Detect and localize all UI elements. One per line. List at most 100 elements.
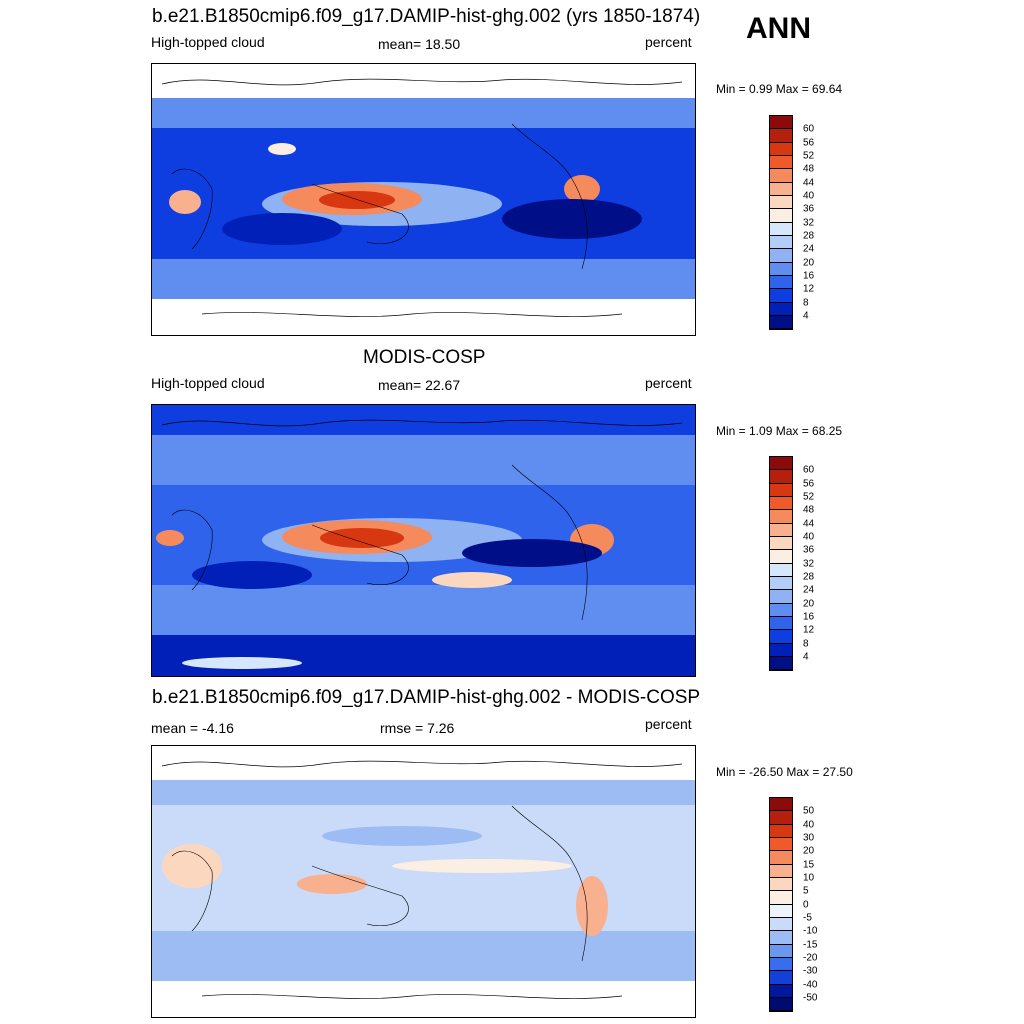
colorbar-tick-label: 40 [803,531,815,543]
colorbar-swatch [770,235,792,250]
colorbar-tick-label: 32 [803,558,815,570]
colorbar-tick-label: 40 [803,190,815,202]
panel2-units-label: percent [645,375,692,391]
panel3-field-north [152,780,695,805]
colorbar-swatch [770,576,792,591]
season-label: ANN [746,12,811,45]
colorbar-swatch [770,798,792,812]
panel2-coastline-americas [511,464,588,621]
panel2-field-africa [156,530,184,546]
colorbar-swatch [770,944,792,958]
panel3-coastline-antarctica [201,994,623,999]
colorbar-swatch [770,957,792,972]
colorbar-tick-label: 40 [803,819,815,831]
colorbar-tick-label: 50 [803,805,815,817]
colorbar-tick-label: 60 [803,123,815,135]
colorbar-tick-label: 16 [803,270,815,282]
colorbar-swatch [770,142,792,156]
panel1-coastline-antarctica [201,312,623,317]
colorbar-swatch [770,904,792,918]
panel1-coastline-australasia [311,183,409,244]
colorbar-tick-label: -5 [803,912,812,924]
panel3-map [151,745,696,1018]
colorbar-tick-label: 20 [803,257,815,269]
panel2-map-field [152,405,695,676]
colorbar-swatch [770,891,792,905]
colorbar-swatch [770,222,792,236]
panel3-coastline-north [161,760,683,768]
colorbar-tick-label: 10 [803,872,815,884]
panel1-units-label: percent [645,34,692,50]
colorbar-tick-label: 8 [803,297,809,309]
panel1-colorbar: 60 56 52 48 44 40 36 32 28 24 20 16 12 8 4 [769,115,814,331]
colorbar-swatch [770,289,792,303]
colorbar-swatch [770,116,792,130]
panel3-title: b.e21.B1850cmip6.f09_g17.DAMIP-hist-ghg.… [152,687,701,708]
panel2-variable-label: High-topped cloud [151,375,265,391]
colorbar-tick-label: 0 [803,899,809,911]
panel1-field-indian-low [222,213,342,245]
panel2-field-antarctic [152,635,695,676]
panel2-field-south-mid [152,585,695,635]
colorbar-tick-label: 15 [803,859,815,871]
colorbar-swatch [770,302,792,316]
colorbar-swatch [770,630,792,644]
colorbar-tick-label: 36 [803,203,815,215]
colorbar-swatch [770,931,792,945]
panel3-field-africa [162,844,222,888]
colorbar-swatch [770,262,792,276]
panel1-mean-label: mean= 18.50 [378,36,461,52]
colorbar-swatch [770,603,792,617]
colorbar-swatch [770,590,792,604]
colorbar-tick-label: -30 [803,965,818,977]
colorbar-tick-label: 5 [803,885,809,897]
colorbar-tick-label: -20 [803,952,818,964]
colorbar-swatch [770,563,792,577]
colorbar-tick-label: -10 [803,925,818,937]
colorbar-swatch [770,811,792,825]
panel2-field-north-mid [152,435,695,485]
panel1-field-south-band [152,259,695,299]
colorbar-swatch [770,616,792,631]
panel3-rmse-label: rmse = 7.26 [380,720,455,736]
panel1-map-field [152,78,695,317]
colorbar-swatch [770,470,792,484]
panel1-map [151,63,696,336]
panel3-field-samerica [576,876,608,936]
panel2-field-arctic [152,405,695,435]
panel2-coastline-north [161,419,683,427]
colorbar-tick-label: 16 [803,611,815,623]
colorbar-tick-label: 56 [803,478,815,490]
colorbar-tick-label: 36 [803,544,815,556]
panel2-colorbar: 60 56 52 48 44 40 36 32 28 24 20 16 12 8 4 [769,456,814,672]
panel1-coastline-americas [511,123,588,270]
colorbar-tick-label: -40 [803,979,818,991]
colorbar-swatch [770,129,792,143]
panel2-field-warmpool-core [320,528,404,548]
panel2-mean-label: mean= 22.67 [378,377,461,393]
colorbar-tick-label: 32 [803,217,815,229]
colorbar-swatch [770,483,792,497]
colorbar-swatch [770,169,792,183]
colorbar-swatch [770,457,792,471]
panel3-coastline-americas [511,805,588,962]
colorbar-swatch [770,550,792,564]
colorbar-tick-label: 4 [803,651,809,663]
colorbar-tick-label: 44 [803,518,815,530]
panel3-units-label: percent [645,716,692,732]
panel3-field-npac [322,826,482,846]
colorbar-swatch [770,182,792,196]
panel2-minmax: Min = 1.09 Max = 68.25 [716,424,843,438]
panel1-field-tibet [268,143,296,155]
colorbar-swatch [770,917,792,932]
colorbar-tick-label: 12 [803,624,815,636]
colorbar-tick-label: 4 [803,310,809,322]
colorbar-tick-label: 52 [803,150,815,162]
colorbar-tick-label: 52 [803,491,815,503]
colorbar-tick-label: 20 [803,845,815,857]
colorbar-tick-label: 60 [803,464,815,476]
panel1-field-north-band [152,98,695,128]
colorbar-tick-label: -50 [803,992,818,1004]
panel1-field-samerica [564,175,600,203]
panel3-colorbar: 50 40 30 20 15 10 5 0 -5 -10 -15 -20 -30 -40 -50 [769,797,817,1013]
